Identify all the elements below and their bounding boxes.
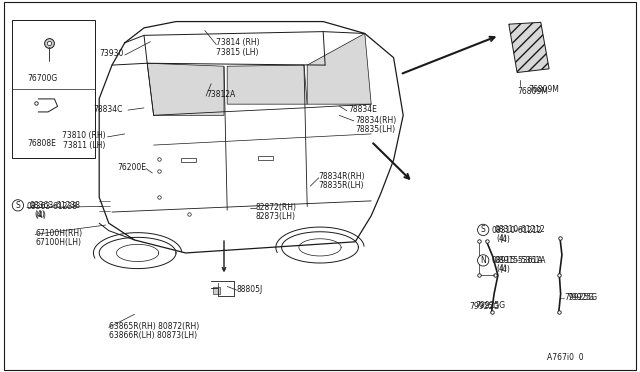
Text: 79925G: 79925G: [567, 293, 597, 302]
Text: 79925G: 79925G: [564, 293, 595, 302]
Polygon shape: [509, 22, 549, 73]
Text: 78834C: 78834C: [93, 105, 123, 114]
Text: 08363-61238: 08363-61238: [27, 202, 78, 211]
Text: 76809M: 76809M: [517, 87, 548, 96]
Text: S: S: [481, 225, 486, 234]
Bar: [12, 20, 95, 158]
Bar: [213, 287, 220, 294]
Text: (4): (4): [35, 211, 46, 219]
Text: A767i0  0: A767i0 0: [547, 353, 584, 362]
Text: 76808E: 76808E: [27, 139, 56, 148]
Text: 08915-5361A: 08915-5361A: [495, 256, 546, 265]
Text: (4): (4): [496, 234, 507, 243]
Text: 73930: 73930: [99, 49, 124, 58]
Text: 73810 (RH): 73810 (RH): [62, 131, 106, 140]
Polygon shape: [307, 33, 371, 104]
Text: 67100H(LH): 67100H(LH): [35, 238, 81, 247]
Text: 08310-61212: 08310-61212: [495, 225, 545, 234]
Text: S: S: [15, 201, 20, 210]
Polygon shape: [227, 65, 307, 104]
Text: 73811 (LH): 73811 (LH): [63, 141, 106, 150]
Text: 63865R(RH) 80872(RH): 63865R(RH) 80872(RH): [109, 322, 199, 331]
Text: N: N: [481, 256, 486, 265]
Text: 73814 (RH): 73814 (RH): [216, 38, 260, 47]
Text: 08915-5361A: 08915-5361A: [492, 256, 543, 265]
Text: 78835(LH): 78835(LH): [355, 125, 396, 134]
Text: 78834R(RH): 78834R(RH): [318, 172, 365, 181]
Text: (4): (4): [499, 235, 510, 244]
Text: 78834E: 78834E: [349, 105, 378, 114]
Text: 88805J: 88805J: [237, 285, 263, 294]
Text: 76700G: 76700G: [27, 74, 57, 83]
Text: 82872(RH): 82872(RH): [256, 203, 297, 212]
Text: 73815 (LH): 73815 (LH): [216, 48, 259, 57]
Text: 67100H(RH): 67100H(RH): [35, 229, 83, 238]
Text: 08310-61212: 08310-61212: [492, 226, 542, 235]
Polygon shape: [147, 63, 224, 115]
Bar: [181, 158, 196, 162]
Text: 76809M: 76809M: [528, 85, 559, 94]
Text: 63866R(LH) 80873(LH): 63866R(LH) 80873(LH): [109, 331, 197, 340]
Text: 79925G: 79925G: [469, 302, 499, 311]
Text: 79925G: 79925G: [475, 301, 505, 310]
Text: 73812A: 73812A: [206, 90, 236, 99]
Text: (4): (4): [496, 264, 507, 273]
Bar: [258, 156, 273, 160]
Text: 76200E: 76200E: [117, 163, 146, 172]
Text: 82873(LH): 82873(LH): [256, 212, 296, 221]
Text: (4): (4): [499, 265, 510, 274]
Text: 78835R(LH): 78835R(LH): [318, 181, 364, 190]
Text: 78834(RH): 78834(RH): [355, 116, 396, 125]
Text: (4): (4): [34, 210, 45, 219]
Text: 08363-61238: 08363-61238: [29, 201, 81, 210]
